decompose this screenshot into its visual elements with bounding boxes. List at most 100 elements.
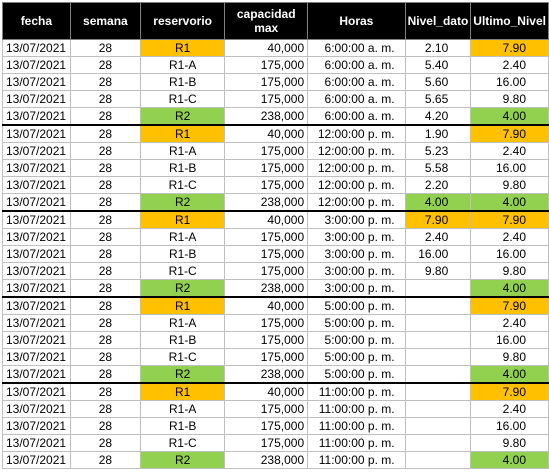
cell-reservorio[interactable]: R1-A (140, 400, 226, 418)
header-ultimo-nivel[interactable]: Ultimo_Nivel (470, 2, 549, 40)
cell-nivel-dato[interactable]: 5.23 (404, 142, 472, 160)
cell-nivel-dato[interactable]: 2.40 (404, 228, 472, 246)
header-reservorio[interactable]: reservorio (140, 2, 226, 40)
cell-fecha[interactable]: 13/07/2021 (2, 451, 71, 469)
cell-fecha[interactable]: 13/07/2021 (2, 365, 71, 384)
cell-nivel-dato[interactable] (404, 451, 472, 469)
cell-reservorio[interactable]: R1-B (140, 417, 226, 435)
cell-ultimo-nivel[interactable]: 2.40 (470, 228, 549, 246)
cell-ultimo-nivel[interactable]: 7.90 (470, 296, 549, 315)
cell-ultimo-nivel[interactable]: 4.00 (470, 279, 549, 298)
cell-semana[interactable]: 28 (69, 314, 142, 332)
cell-reservorio[interactable]: R1-C (140, 348, 226, 366)
cell-ultimo-nivel[interactable]: 9.80 (470, 348, 549, 366)
cell-capacidad[interactable]: 175,000 (224, 400, 309, 418)
cell-fecha[interactable]: 13/07/2021 (2, 193, 71, 212)
cell-fecha[interactable]: 13/07/2021 (2, 348, 71, 366)
cell-nivel-dato[interactable]: 2.10 (404, 39, 472, 57)
cell-semana[interactable]: 28 (69, 348, 142, 366)
cell-reservorio[interactable]: R1-C (140, 90, 226, 108)
cell-nivel-dato[interactable]: 1.90 (404, 124, 472, 143)
cell-horas[interactable]: 6:00:00 a. m. (307, 56, 406, 74)
cell-fecha[interactable]: 13/07/2021 (2, 382, 71, 401)
cell-nivel-dato[interactable]: 2.20 (404, 176, 472, 194)
cell-semana[interactable]: 28 (69, 124, 142, 143)
cell-capacidad[interactable]: 175,000 (224, 228, 309, 246)
cell-fecha[interactable]: 13/07/2021 (2, 296, 71, 315)
cell-reservorio[interactable]: R1-B (140, 331, 226, 349)
cell-reservorio[interactable]: R1 (140, 210, 226, 229)
cell-ultimo-nivel[interactable]: 2.40 (470, 400, 549, 418)
cell-ultimo-nivel[interactable]: 7.90 (470, 210, 549, 229)
cell-ultimo-nivel[interactable]: 4.00 (470, 107, 549, 126)
cell-nivel-dato[interactable]: 7.90 (404, 210, 472, 229)
cell-semana[interactable]: 28 (69, 400, 142, 418)
cell-ultimo-nivel[interactable]: 16.00 (470, 417, 549, 435)
cell-capacidad[interactable]: 175,000 (224, 434, 309, 452)
header-fecha[interactable]: fecha (2, 2, 71, 40)
cell-horas[interactable]: 12:00:00 p. m. (307, 124, 406, 143)
cell-nivel-dato[interactable] (404, 365, 472, 384)
cell-capacidad[interactable]: 238,000 (224, 365, 309, 384)
cell-capacidad[interactable]: 40,000 (224, 124, 309, 143)
cell-reservorio[interactable]: R2 (140, 279, 226, 298)
cell-capacidad[interactable]: 175,000 (224, 142, 309, 160)
cell-reservorio[interactable]: R1-A (140, 142, 226, 160)
cell-capacidad[interactable]: 238,000 (224, 279, 309, 298)
cell-reservorio[interactable]: R1-C (140, 434, 226, 452)
cell-fecha[interactable]: 13/07/2021 (2, 124, 71, 143)
cell-horas[interactable]: 12:00:00 p. m. (307, 193, 406, 212)
cell-reservorio[interactable]: R1-C (140, 176, 226, 194)
cell-fecha[interactable]: 13/07/2021 (2, 228, 71, 246)
cell-horas[interactable]: 3:00:00 p. m. (307, 210, 406, 229)
cell-fecha[interactable]: 13/07/2021 (2, 434, 71, 452)
cell-semana[interactable]: 28 (69, 417, 142, 435)
cell-ultimo-nivel[interactable]: 2.40 (470, 314, 549, 332)
cell-reservorio[interactable]: R1-B (140, 245, 226, 263)
cell-ultimo-nivel[interactable]: 2.40 (470, 56, 549, 74)
cell-capacidad[interactable]: 175,000 (224, 262, 309, 280)
cell-nivel-dato[interactable]: 4.20 (404, 107, 472, 126)
cell-semana[interactable]: 28 (69, 56, 142, 74)
cell-horas[interactable]: 12:00:00 p. m. (307, 176, 406, 194)
cell-capacidad[interactable]: 40,000 (224, 296, 309, 315)
cell-nivel-dato[interactable]: 5.60 (404, 73, 472, 91)
cell-ultimo-nivel[interactable]: 4.00 (470, 451, 549, 469)
cell-semana[interactable]: 28 (69, 107, 142, 126)
cell-reservorio[interactable]: R1 (140, 124, 226, 143)
cell-fecha[interactable]: 13/07/2021 (2, 279, 71, 298)
cell-capacidad[interactable]: 175,000 (224, 417, 309, 435)
cell-capacidad[interactable]: 175,000 (224, 245, 309, 263)
cell-nivel-dato[interactable] (404, 434, 472, 452)
cell-nivel-dato[interactable] (404, 400, 472, 418)
cell-fecha[interactable]: 13/07/2021 (2, 176, 71, 194)
cell-ultimo-nivel[interactable]: 4.00 (470, 365, 549, 384)
cell-ultimo-nivel[interactable]: 9.80 (470, 262, 549, 280)
cell-horas[interactable]: 5:00:00 p. m. (307, 348, 406, 366)
cell-semana[interactable]: 28 (69, 142, 142, 160)
cell-reservorio[interactable]: R2 (140, 451, 226, 469)
cell-ultimo-nivel[interactable]: 9.80 (470, 176, 549, 194)
cell-reservorio[interactable]: R1 (140, 382, 226, 401)
cell-reservorio[interactable]: R2 (140, 365, 226, 384)
cell-semana[interactable]: 28 (69, 228, 142, 246)
cell-ultimo-nivel[interactable]: 4.00 (470, 193, 549, 212)
cell-capacidad[interactable]: 175,000 (224, 159, 309, 177)
cell-fecha[interactable]: 13/07/2021 (2, 400, 71, 418)
cell-fecha[interactable]: 13/07/2021 (2, 142, 71, 160)
cell-nivel-dato[interactable] (404, 296, 472, 315)
cell-horas[interactable]: 11:00:00 p. m. (307, 382, 406, 401)
cell-capacidad[interactable]: 40,000 (224, 39, 309, 57)
cell-capacidad[interactable]: 238,000 (224, 451, 309, 469)
cell-horas[interactable]: 6:00:00 a. m. (307, 73, 406, 91)
cell-horas[interactable]: 6:00:00 a. m. (307, 39, 406, 57)
cell-nivel-dato[interactable] (404, 331, 472, 349)
cell-semana[interactable]: 28 (69, 296, 142, 315)
cell-fecha[interactable]: 13/07/2021 (2, 262, 71, 280)
cell-ultimo-nivel[interactable]: 16.00 (470, 245, 549, 263)
cell-reservorio[interactable]: R1-A (140, 314, 226, 332)
cell-ultimo-nivel[interactable]: 7.90 (470, 124, 549, 143)
cell-semana[interactable]: 28 (69, 73, 142, 91)
cell-horas[interactable]: 5:00:00 p. m. (307, 331, 406, 349)
header-capacidad-max[interactable]: capacidad max (224, 2, 309, 40)
